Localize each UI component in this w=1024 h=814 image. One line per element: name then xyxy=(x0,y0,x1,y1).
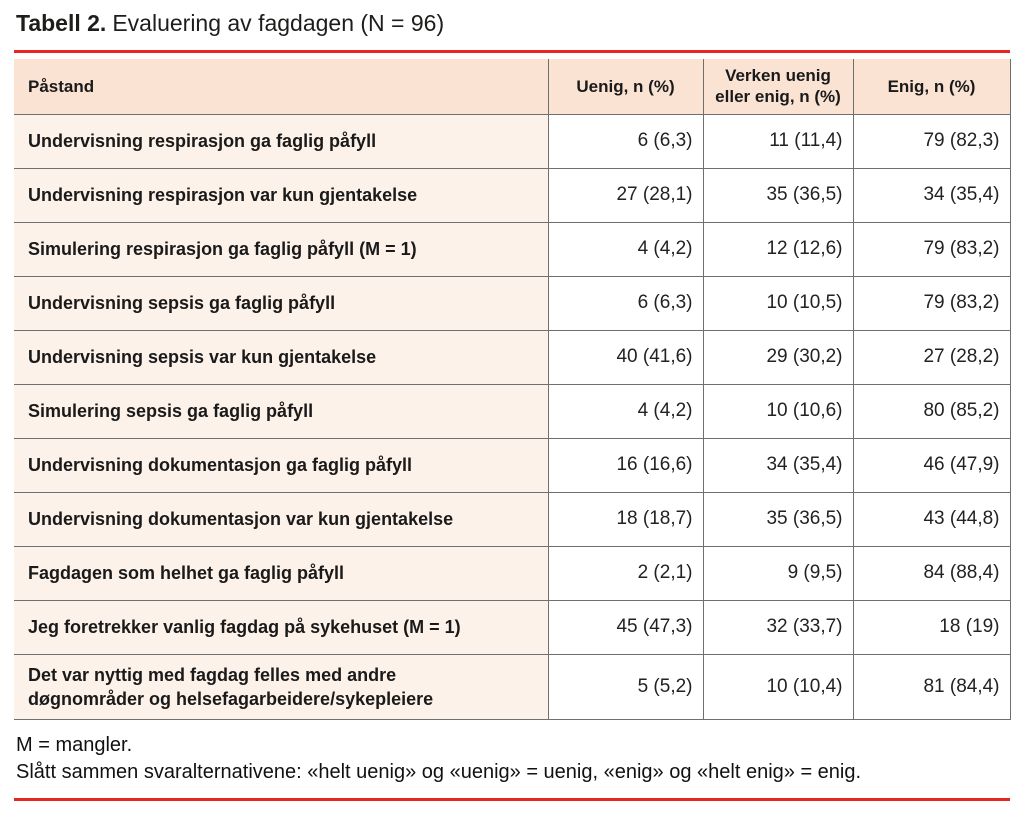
statement-cell: Undervisning sepsis var kun gjentakelse xyxy=(14,329,549,385)
statement-cell: Det var nyttig med fagdag felles med and… xyxy=(14,653,549,720)
value-cell-verken: 12 (12,6) xyxy=(702,221,854,277)
statement-cell: Simulering respirasjon ga faglig påfyll … xyxy=(14,221,549,277)
footnote-missing: M = mangler. xyxy=(16,733,133,756)
table-title-number: Tabell 2. xyxy=(16,10,107,36)
value-cell-verken: 29 (30,2) xyxy=(702,329,854,385)
statement-cell: Undervisning respirasjon var kun gjentak… xyxy=(14,167,549,223)
value-cell-enig: 79 (82,3) xyxy=(852,113,1011,169)
table-row: Undervisning dokumentasjon var kun gjent… xyxy=(14,491,1011,547)
statement-cell: Simulering sepsis ga faglig påfyll xyxy=(14,383,549,439)
table-row: Simulering sepsis ga faglig påfyll 4 (4,2… xyxy=(14,383,1011,439)
value-cell-verken: 10 (10,6) xyxy=(702,383,854,439)
table-row: Undervisning sepsis ga faglig påfyll 6 (6… xyxy=(14,275,1011,331)
column-header-pastand: Påstand xyxy=(14,59,549,115)
table-body: Undervisning respirasjon ga faglig påfyl… xyxy=(14,113,1011,720)
value-cell-verken: 11 (11,4) xyxy=(702,113,854,169)
table-row: Undervisning dokumentasjon ga faglig påf… xyxy=(14,437,1011,493)
header-row: Påstand Uenig, n (%) Verken uenig eller en… xyxy=(14,59,1011,115)
value-cell-enig: 43 (44,8) xyxy=(852,491,1011,547)
statement-cell: Undervisning sepsis ga faglig påfyll xyxy=(14,275,549,331)
value-cell-enig: 81 (84,4) xyxy=(852,653,1011,720)
value-cell-enig: 46 (47,9) xyxy=(852,437,1011,493)
bottom-rule xyxy=(14,797,1010,801)
value-cell-uenig: 27 (28,1) xyxy=(547,167,704,223)
top-rule xyxy=(14,50,1010,53)
table-row: Simulering respirasjon ga faglig påfyll … xyxy=(14,221,1011,277)
statement-cell: Undervisning respirasjon ga faglig påfyl… xyxy=(14,113,549,169)
value-cell-uenig: 6 (6,3) xyxy=(547,275,704,331)
statement-cell: Undervisning dokumentasjon ga faglig påf… xyxy=(14,437,549,493)
value-cell-enig: 27 (28,2) xyxy=(852,329,1011,385)
table-title: Tabell 2. Evaluering av fagdagen (N = 96) xyxy=(14,8,1010,38)
statement-cell: Fagdagen som helhet ga faglig påfyll xyxy=(14,545,549,601)
table-row: Undervisning respirasjon ga faglig påfyl… xyxy=(14,113,1011,169)
value-cell-uenig: 45 (47,3) xyxy=(547,599,704,655)
value-cell-verken: 32 (33,7) xyxy=(702,599,854,655)
value-cell-uenig: 4 (4,2) xyxy=(547,383,704,439)
value-cell-uenig: 18 (18,7) xyxy=(547,491,704,547)
value-cell-enig: 79 (83,2) xyxy=(852,275,1011,331)
footnote-collapsed-categories: Slått sammen svaralternativene: «helt ue… xyxy=(16,760,862,783)
value-cell-verken: 10 (10,5) xyxy=(702,275,854,331)
value-cell-uenig: 5 (5,2) xyxy=(547,653,704,720)
value-cell-verken: 35 (36,5) xyxy=(702,491,854,547)
column-header-enig: Enig, n (%) xyxy=(852,59,1011,115)
value-cell-uenig: 40 (41,6) xyxy=(547,329,704,385)
table-row: Fagdagen som helhet ga faglig påfyll 2 (2… xyxy=(14,545,1011,601)
value-cell-verken: 35 (36,5) xyxy=(702,167,854,223)
table-head: Påstand Uenig, n (%) Verken uenig eller en… xyxy=(14,59,1011,115)
statement-cell: Undervisning dokumentasjon var kun gjent… xyxy=(14,491,549,547)
table-row: Undervisning sepsis var kun gjentakelse 4… xyxy=(14,329,1011,385)
table-row: Undervisning respirasjon var kun gjentak… xyxy=(14,167,1011,223)
column-header-uenig: Uenig, n (%) xyxy=(547,59,704,115)
value-cell-enig: 79 (83,2) xyxy=(852,221,1011,277)
evaluation-table: Påstand Uenig, n (%) Verken uenig eller en… xyxy=(14,59,1011,720)
value-cell-verken: 34 (35,4) xyxy=(702,437,854,493)
value-cell-uenig: 16 (16,6) xyxy=(547,437,704,493)
footnotes: M = mangler. Slått sammen svaralternativ… xyxy=(14,732,1010,786)
value-cell-enig: 34 (35,4) xyxy=(852,167,1011,223)
value-cell-uenig: 2 (2,1) xyxy=(547,545,704,601)
value-cell-uenig: 4 (4,2) xyxy=(547,221,704,277)
statement-cell: Jeg foretrekker vanlig fagdag på sykehus… xyxy=(14,599,549,655)
table-row: Det var nyttig med fagdag felles med and… xyxy=(14,653,1011,720)
value-cell-enig: 18 (19) xyxy=(852,599,1011,655)
table-row: Jeg foretrekker vanlig fagdag på sykehus… xyxy=(14,599,1011,655)
value-cell-enig: 80 (85,2) xyxy=(852,383,1011,439)
value-cell-verken: 9 (9,5) xyxy=(702,545,854,601)
value-cell-verken: 10 (10,4) xyxy=(702,653,854,720)
value-cell-uenig: 6 (6,3) xyxy=(547,113,704,169)
table-title-text: Evaluering av fagdagen (N = 96) xyxy=(112,10,445,36)
column-header-verken: Verken uenig eller enig, n (%) xyxy=(702,59,854,115)
value-cell-enig: 84 (88,4) xyxy=(852,545,1011,601)
